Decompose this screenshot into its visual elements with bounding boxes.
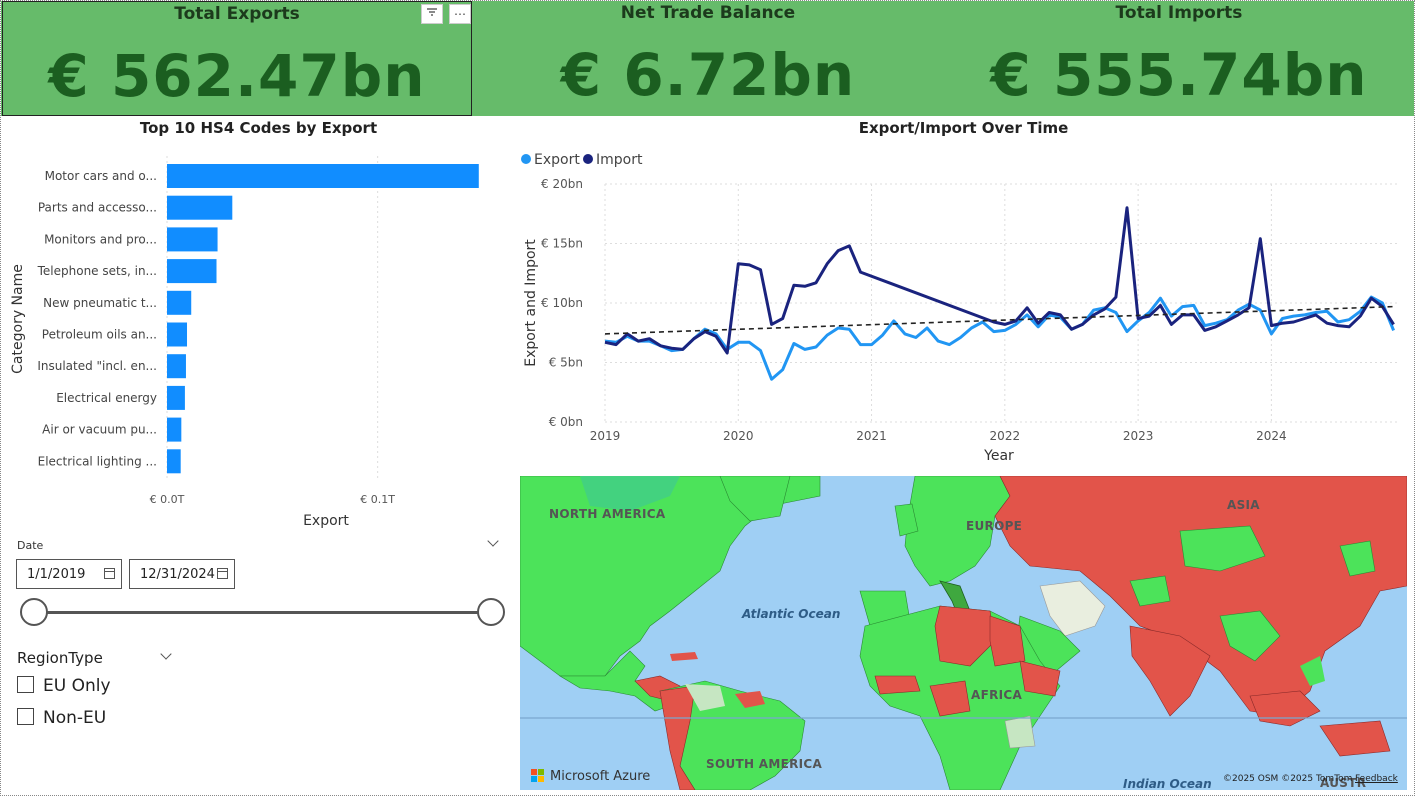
x-tick-label: € 0.0T: [150, 493, 185, 506]
total-imports-title: Total Imports: [1115, 3, 1243, 23]
trade-balance-map[interactable]: NORTH AMERICA EUROPE ASIA AFRICA SOUTH A…: [520, 476, 1407, 790]
bar[interactable]: [167, 417, 182, 442]
net-trade-balance-title: Net Trade Balance: [620, 3, 796, 23]
y-axis-title: Export and Import: [523, 239, 539, 367]
calendar-icon[interactable]: [217, 568, 228, 579]
legend-import-marker: [583, 154, 593, 164]
chevron-down-icon[interactable]: [160, 648, 172, 660]
y-tick-label: € 0bn: [549, 415, 583, 429]
y-tick-label: € 15bn: [541, 237, 583, 251]
map-label-north-america: NORTH AMERICA: [549, 507, 666, 521]
top-hs4-bar-chart[interactable]: Motor cars and o... Parts and accesso... M…: [1, 141, 511, 536]
net-trade-balance-value: € 6.72bn: [560, 41, 856, 109]
eu-only-checkbox[interactable]: [17, 676, 34, 693]
y-axis-title: Category Name: [10, 264, 26, 374]
end-date-value: 12/31/2024: [140, 567, 215, 582]
map-label-asia: ASIA: [1227, 498, 1260, 512]
map-label-australia: AUSTR: [1320, 776, 1367, 790]
bar[interactable]: [167, 385, 185, 410]
category-label: Electrical lighting ...: [38, 454, 157, 468]
microsoft-logo-icon: [531, 769, 545, 783]
bar-chart-title: Top 10 HS4 Codes by Export: [139, 119, 378, 137]
y-tick-label: € 10bn: [541, 296, 583, 310]
bar[interactable]: [167, 164, 479, 188]
map-feedback-link[interactable]: Feedback: [1355, 774, 1398, 784]
export-series-line[interactable]: [604, 295, 1395, 381]
calendar-icon[interactable]: [104, 568, 115, 579]
chevron-down-icon[interactable]: [487, 535, 499, 547]
filter-icon[interactable]: [421, 4, 443, 24]
map-shapes: [520, 476, 1407, 790]
more-options-icon[interactable]: ⋯: [449, 4, 471, 24]
bar[interactable]: [167, 322, 188, 347]
start-date-value: 1/1/2019: [27, 567, 86, 582]
legend-import-label[interactable]: Import: [596, 152, 643, 168]
region-slicer-title: RegionType: [17, 649, 103, 667]
total-exports-title: Total Exports: [174, 4, 300, 24]
start-date-input[interactable]: 1/1/2019: [16, 559, 122, 589]
x-tick-label: 2020: [723, 429, 754, 443]
category-label: Air or vacuum pu...: [42, 423, 157, 437]
bar[interactable]: [167, 227, 218, 252]
x-tick-label: 2021: [856, 429, 887, 443]
line-chart-title: Export/Import Over Time: [858, 119, 1069, 137]
x-axis-title: Export: [303, 513, 349, 529]
date-range-start-handle[interactable]: [20, 598, 48, 626]
map-label-africa: AFRICA: [971, 688, 1023, 702]
x-tick-label: 2024: [1256, 429, 1287, 443]
category-label: Motor cars and o...: [45, 169, 157, 183]
map-attribution: ©2025 OSM ©2025 TomTom: [1223, 774, 1353, 784]
category-label: Telephone sets, in...: [37, 264, 157, 278]
map-label-indian-ocean: Indian Ocean: [1123, 777, 1212, 790]
date-range-slider-track[interactable]: [35, 611, 491, 614]
x-tick-label: 2019: [590, 429, 621, 443]
bar[interactable]: [167, 449, 181, 474]
total-imports-card[interactable]: Total Imports € 555.74bn: [943, 1, 1415, 116]
date-range-end-handle[interactable]: [477, 598, 505, 626]
bar[interactable]: [167, 195, 233, 220]
total-exports-card[interactable]: Total Exports € 562.47bn ⋯: [2, 1, 472, 116]
trend-line[interactable]: [604, 305, 1394, 335]
x-tick-label: 2022: [990, 429, 1021, 443]
bar[interactable]: [167, 354, 186, 379]
category-label: New pneumatic t...: [43, 296, 157, 310]
legend-export-marker: [521, 154, 531, 164]
category-label: Monitors and pro...: [44, 232, 157, 246]
eu-only-label[interactable]: EU Only: [43, 676, 111, 696]
category-label: Petroleum oils an...: [42, 328, 157, 342]
bar[interactable]: [167, 259, 217, 284]
legend-export-label[interactable]: Export: [534, 152, 580, 168]
end-date-input[interactable]: 12/31/2024: [129, 559, 235, 589]
map-provider-label: Microsoft Azure: [550, 769, 651, 784]
import-series-line[interactable]: [604, 206, 1395, 355]
map-label-south-america: SOUTH AMERICA: [706, 757, 823, 771]
category-label: Parts and accesso...: [38, 201, 157, 215]
export-import-line-chart[interactable]: Export Import € 20bn € 15bn € 10bn € 5bn € 0bn…: [513, 141, 1408, 471]
total-imports-value: € 555.74bn: [990, 41, 1368, 109]
map-label-atlantic-ocean: Atlantic Ocean: [742, 607, 841, 621]
x-axis-title: Year: [983, 448, 1014, 464]
net-trade-balance-card[interactable]: Net Trade Balance € 6.72bn: [473, 1, 943, 116]
x-tick-label: € 0.1T: [360, 493, 395, 506]
bar[interactable]: [167, 290, 192, 315]
x-tick-label: 2023: [1123, 429, 1154, 443]
map-label-europe: EUROPE: [966, 519, 1023, 533]
date-slicer-label: Date: [17, 539, 44, 552]
y-tick-label: € 20bn: [541, 177, 583, 191]
total-exports-value: € 562.47bn: [48, 42, 426, 110]
y-tick-label: € 5bn: [549, 356, 583, 370]
non-eu-label[interactable]: Non-EU: [43, 708, 107, 728]
non-eu-checkbox[interactable]: [17, 708, 34, 725]
category-label: Insulated "incl. en...: [37, 359, 157, 373]
kpi-band: [1, 1, 1414, 116]
category-label: Electrical energy: [56, 391, 157, 405]
